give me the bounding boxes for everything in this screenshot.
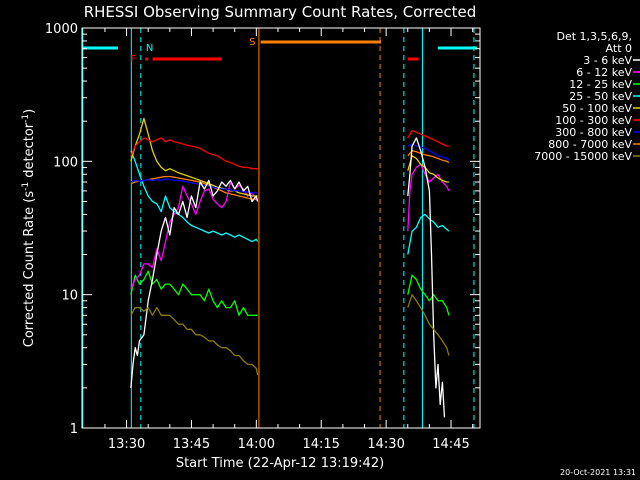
flag-label-f: F <box>130 54 136 65</box>
series-4-segment-0 <box>131 118 258 196</box>
y-tick-label-3: 1000 <box>45 22 78 37</box>
plot-area: NF S <box>82 28 477 428</box>
plot-frame <box>82 28 480 428</box>
x-axis-label: Start Time (22-Apr-12 13:19:42) <box>176 456 384 471</box>
series-2-segment-1 <box>408 275 449 315</box>
x-tick-label-0: 13:30 <box>108 437 145 452</box>
flag-label-s: S <box>249 37 255 48</box>
y-axis-label-end: ) <box>22 109 37 114</box>
chart-title: RHESSI Observing Summary Count Rates, Co… <box>84 3 477 21</box>
series-8-segment-1 <box>408 295 449 356</box>
y-axis-label-sup2: -1 <box>21 114 31 123</box>
x-tick-label-5: 14:45 <box>432 437 469 452</box>
y-axis-label-main: Corrected Count Rate (s <box>22 191 37 348</box>
flag-label-n: N <box>146 43 153 54</box>
y-tick-label-1: 10 <box>61 289 78 304</box>
y-axis-label-sup1: -1 <box>21 182 31 191</box>
footer-date: 20-Oct-2021 13:31 <box>560 468 636 477</box>
series-6-segment-1 <box>408 144 449 160</box>
x-tick-label-3: 14:15 <box>302 437 339 452</box>
y-tick-label-0: 1 <box>70 422 78 437</box>
x-tick-label-1: 13:45 <box>173 437 210 452</box>
series-0-segment-1 <box>408 138 445 418</box>
y-axis-label: Corrected Count Rate (s-1 detector-1) <box>21 109 37 347</box>
series-8-segment-0 <box>131 308 258 375</box>
y-tick-label-2: 100 <box>53 155 78 170</box>
legend-entry-8: 7000 - 15000 keV <box>534 150 632 163</box>
x-tick-label-4: 14:30 <box>367 437 404 452</box>
series-1-segment-1 <box>408 164 449 231</box>
y-axis-label-mid: detector <box>22 122 37 182</box>
series-3-segment-1 <box>408 214 449 254</box>
x-tick-label-2: 14:00 <box>238 437 275 452</box>
